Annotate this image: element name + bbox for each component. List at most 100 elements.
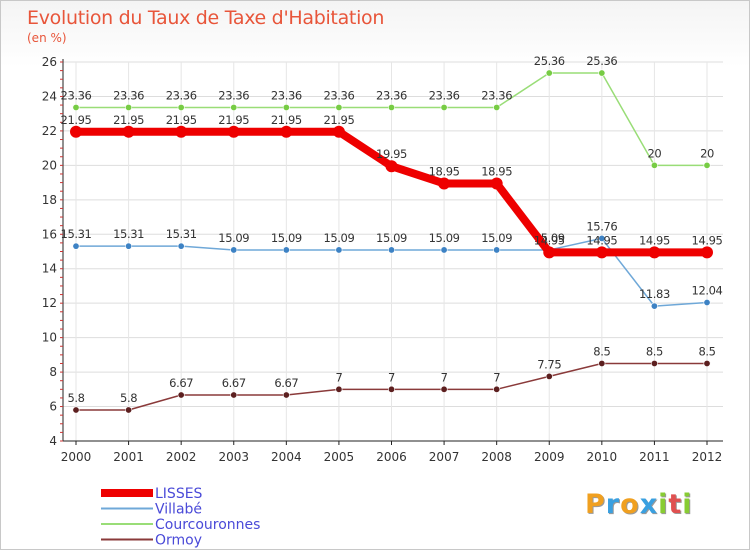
data-label-lisses: 21.95 [166,113,197,127]
y-tick-label: 22 [42,124,57,138]
x-tick-label: 2004 [271,450,302,464]
data-point-villab- [335,246,343,254]
data-label-villab-: 15.09 [271,231,302,245]
data-label-villab-: 11.83 [639,287,670,301]
data-label-courcouronnes: 25.36 [534,54,565,68]
data-point-ormoy [177,391,185,399]
data-point-villab- [125,242,133,250]
data-point-lisses [595,246,608,259]
y-tick-label: 10 [42,331,57,345]
data-label-lisses: 14.95 [639,233,670,247]
data-label-courcouronnes: 23.36 [429,88,460,102]
data-point-courcouronnes [72,103,80,111]
data-label-lisses: 14.95 [692,233,723,247]
x-tick-label: 2008 [481,450,512,464]
y-tick-label: 12 [42,296,57,310]
data-point-lisses [70,125,82,138]
data-label-lisses: 21.95 [271,113,302,127]
y-tick-label: 8 [49,365,57,379]
data-label-lisses: 21.95 [113,113,144,127]
data-point-ormoy [493,385,501,393]
y-tick-label: 16 [42,227,57,241]
data-point-courcouronnes [387,103,395,111]
data-point-lisses [227,125,240,138]
data-label-villab-: 15.76 [586,219,617,233]
data-label-villab-: 15.09 [481,231,512,245]
data-point-villab- [282,246,290,254]
data-point-courcouronnes [493,103,501,111]
y-tick-label: 26 [42,55,57,69]
data-label-villab-: 15.31 [166,227,197,241]
data-point-villab- [703,298,711,306]
data-label-lisses: 19.95 [376,147,407,161]
data-label-lisses: 14.95 [534,233,565,247]
y-tick-label: 24 [42,89,57,103]
data-point-lisses [175,125,188,138]
x-tick-label: 2012 [692,450,723,464]
x-tick-label: 2003 [218,450,249,464]
data-label-ormoy: 7.75 [537,357,561,371]
data-label-ormoy: 6.67 [169,376,193,390]
data-label-courcouronnes: 23.36 [61,88,92,102]
data-label-villab-: 15.09 [376,231,407,245]
x-tick-label: 2002 [166,450,197,464]
x-tick-label: 2005 [324,450,355,464]
data-label-lisses: 18.95 [429,164,460,178]
data-label-lisses: 18.95 [481,164,512,178]
data-label-villab-: 15.09 [218,231,249,245]
data-point-courcouronnes [125,103,133,111]
data-label-villab-: 12.04 [692,283,723,297]
data-point-lisses [332,125,345,138]
x-tick-label: 2009 [534,450,565,464]
data-point-villab- [440,246,448,254]
x-tick-label: 2011 [639,450,670,464]
data-label-courcouronnes: 23.36 [271,88,302,102]
y-tick-label: 18 [42,193,57,207]
data-point-ormoy [545,372,553,380]
data-label-courcouronnes: 23.36 [376,88,407,102]
data-point-ormoy [650,359,658,367]
y-tick-label: 14 [42,262,57,276]
data-label-ormoy: 8.5 [593,344,610,358]
data-label-courcouronnes: 20 [647,146,661,160]
data-point-villab- [230,246,238,254]
data-label-lisses: 14.95 [586,233,617,247]
data-point-courcouronnes [177,103,185,111]
data-point-lisses [438,177,451,190]
data-point-lisses [385,160,398,173]
data-label-ormoy: 5.8 [67,391,84,405]
x-tick-label: 2000 [61,450,92,464]
y-tick-label: 20 [42,158,57,172]
x-tick-label: 2007 [429,450,460,464]
data-point-courcouronnes [703,161,711,169]
data-label-courcouronnes: 23.36 [323,88,354,102]
data-label-courcouronnes: 23.36 [481,88,512,102]
data-label-lisses: 21.95 [323,113,354,127]
data-label-ormoy: 7 [493,370,500,384]
legend-label-ormoy: Ormoy [155,533,202,549]
x-tick-label: 2006 [376,450,407,464]
data-point-ormoy [440,385,448,393]
data-point-lisses [648,246,661,259]
data-point-courcouronnes [230,103,238,111]
data-point-ormoy [230,391,238,399]
data-point-lisses [490,177,503,190]
y-tick-label: 4 [49,434,57,448]
data-point-ormoy [335,385,343,393]
data-label-courcouronnes: 23.36 [218,88,249,102]
data-point-lisses [280,125,293,138]
data-point-ormoy [387,385,395,393]
legend-label-courcouronnes: Courcouronnes [155,517,260,533]
data-point-courcouronnes [335,103,343,111]
data-point-courcouronnes [440,103,448,111]
data-label-villab-: 15.09 [323,231,354,245]
data-point-villab- [72,242,80,250]
data-label-ormoy: 7 [335,370,342,384]
data-point-ormoy [125,406,133,414]
proxiti-logo: Proxiti [585,489,693,520]
data-point-lisses [122,125,135,138]
data-label-ormoy: 6.67 [274,376,298,390]
data-label-ormoy: 6.67 [222,376,246,390]
